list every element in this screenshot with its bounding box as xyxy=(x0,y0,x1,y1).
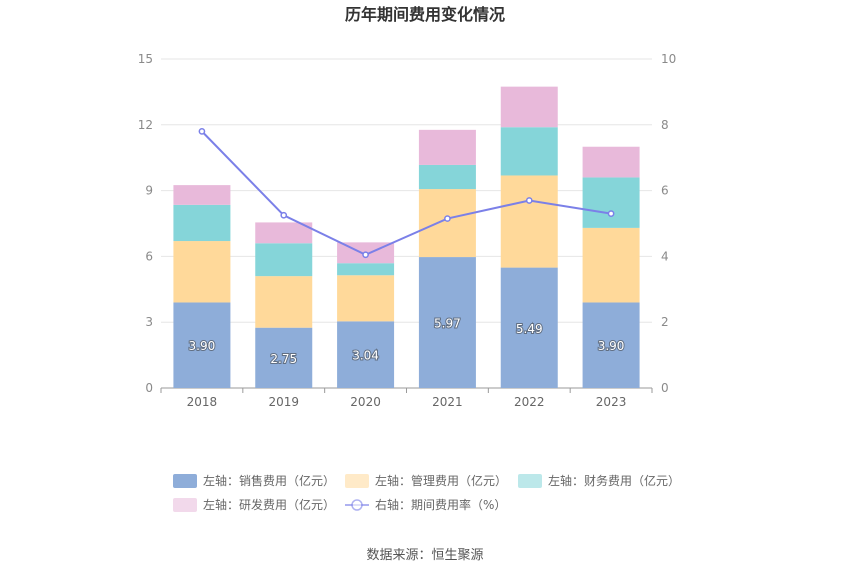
bar-segment xyxy=(255,327,313,388)
left-tick-label: 6 xyxy=(145,249,153,263)
legend-label: 左轴：管理费用（亿元） xyxy=(375,473,507,488)
x-tick-label: 2020 xyxy=(350,395,381,409)
bar-segment xyxy=(418,129,476,165)
x-tick-label: 2023 xyxy=(596,395,627,409)
x-tick-label: 2019 xyxy=(268,395,299,409)
bar-value-label: 5.97 xyxy=(434,317,461,331)
bar-value-label: 5.49 xyxy=(516,322,543,336)
bar-segment xyxy=(337,263,395,276)
right-tick-label: 0 xyxy=(661,381,669,395)
left-axis-ticks: 0 3 6 9 12 15 xyxy=(138,52,153,395)
bar-value-label: 3.04 xyxy=(352,349,379,363)
bar-segment xyxy=(500,267,558,388)
left-tick-label: 15 xyxy=(138,52,153,66)
bar-segment xyxy=(582,146,640,178)
bar-segment xyxy=(418,189,476,258)
bar-segment xyxy=(582,227,640,303)
grid-lines xyxy=(161,58,652,389)
bar-value-label: 3.90 xyxy=(598,339,625,353)
right-tick-label: 2 xyxy=(661,315,669,329)
expense-rate-line xyxy=(198,128,615,259)
legend-swatch xyxy=(345,474,369,488)
data-source: 数据来源：恒生聚源 xyxy=(366,548,483,563)
legend-item: 左轴：销售费用（亿元） xyxy=(173,473,335,488)
stacked-bars xyxy=(173,86,640,388)
line-point xyxy=(525,197,533,204)
chart-title: 历年期间费用变化情况 xyxy=(345,5,505,24)
left-tick-label: 9 xyxy=(145,184,153,198)
x-axis-ticks: 2018 2019 2020 2021 2022 2023 xyxy=(160,388,653,409)
bar-segment xyxy=(582,177,640,228)
line-point xyxy=(280,211,288,219)
bar-segment xyxy=(582,302,640,388)
bar-segment xyxy=(500,127,558,176)
bar-value-label: 3.90 xyxy=(189,339,216,353)
bar-segment xyxy=(255,222,313,244)
legend-label: 左轴：研发费用（亿元） xyxy=(203,497,335,512)
legend-swatch xyxy=(173,498,197,512)
legend-label: 左轴：销售费用（亿元） xyxy=(203,473,335,488)
legend-item: 右轴：期间费用率（%） xyxy=(345,497,506,512)
x-tick-label: 2022 xyxy=(514,395,545,409)
left-tick-label: 0 xyxy=(145,381,153,395)
legend-item: 左轴：研发费用（亿元） xyxy=(173,497,335,512)
legend-label: 左轴：财务费用（亿元） xyxy=(548,473,680,488)
x-tick-label: 2021 xyxy=(432,395,463,409)
legend-item: 左轴：财务费用（亿元） xyxy=(518,473,680,488)
bar-segment xyxy=(337,321,395,388)
legend-swatch xyxy=(518,474,542,488)
left-tick-label: 12 xyxy=(138,118,153,132)
bar-segment xyxy=(500,86,558,128)
line-point xyxy=(362,251,369,259)
line-point xyxy=(444,215,451,222)
bar-segment xyxy=(255,276,313,328)
bar-segment xyxy=(173,302,231,388)
line-point xyxy=(198,128,206,135)
right-tick-label: 4 xyxy=(661,249,669,263)
bar-segment xyxy=(255,243,313,277)
series-line xyxy=(201,130,612,256)
bar-segment xyxy=(337,275,395,322)
bar-segment xyxy=(500,175,558,268)
bar-value-label: 2.75 xyxy=(270,352,297,366)
legend-swatch xyxy=(173,474,197,488)
right-axis-ticks: 0 2 4 6 8 10 xyxy=(661,52,676,395)
line-point xyxy=(607,210,615,217)
x-tick-label: 2018 xyxy=(187,395,218,409)
bar-value-labels: 3.90 2.75 3.04 5.97 5.49 3.90 xyxy=(188,316,626,367)
right-tick-label: 8 xyxy=(661,118,669,132)
legend-marker xyxy=(351,499,363,511)
right-tick-label: 10 xyxy=(661,52,676,66)
bar-segment xyxy=(418,257,476,388)
legend: 左轴：销售费用（亿元） 左轴：管理费用（亿元） 左轴：财务费用（亿元） 左轴：研发费用… xyxy=(173,473,680,512)
legend-item: 左轴：管理费用（亿元） xyxy=(345,473,507,488)
bar-segment xyxy=(173,204,231,242)
bar-segment xyxy=(173,241,231,303)
right-tick-label: 6 xyxy=(661,184,669,198)
legend-label: 右轴：期间费用率（%） xyxy=(375,497,506,512)
left-tick-label: 3 xyxy=(145,315,153,329)
bar-segment xyxy=(173,185,231,205)
bar-segment xyxy=(418,164,476,190)
